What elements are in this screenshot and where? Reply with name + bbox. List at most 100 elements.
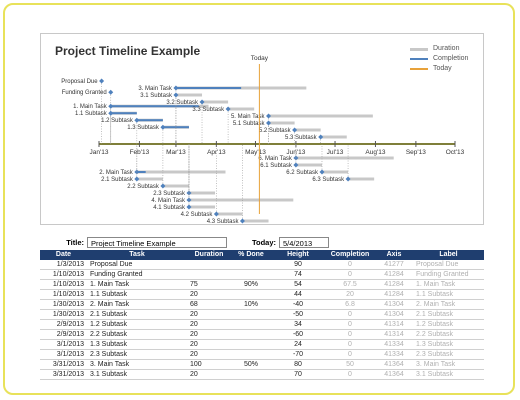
cell-completion[interactable]: 0 xyxy=(325,350,375,360)
cell-task[interactable]: 2.1 Subtask xyxy=(87,310,187,320)
cell-axis[interactable]: 41314 xyxy=(375,330,413,340)
cell-pct-done[interactable]: 50% xyxy=(231,360,271,370)
cell-completion[interactable]: 0 xyxy=(325,270,375,280)
table-row[interactable]: 1/3/2013 Proposal Due 90 0 41277 Proposal Due xyxy=(40,260,484,270)
cell-completion[interactable]: 0 xyxy=(325,260,375,270)
cell-pct-done[interactable]: 10% xyxy=(231,300,271,310)
cell-label[interactable]: Proposal Due xyxy=(413,260,484,270)
cell-height[interactable]: 34 xyxy=(271,320,325,330)
cell-task[interactable]: 1.3 Subtask xyxy=(87,340,187,350)
title-input[interactable]: Project Timeline Example xyxy=(87,237,227,248)
cell-completion[interactable]: 0 xyxy=(325,370,375,380)
cell-label[interactable]: 2.3 Subtask xyxy=(413,350,484,360)
cell-pct-done[interactable] xyxy=(231,310,271,320)
cell-pct-done[interactable] xyxy=(231,350,271,360)
cell-axis[interactable]: 41364 xyxy=(375,360,413,370)
cell-duration[interactable]: 20 xyxy=(187,370,231,380)
cell-date[interactable]: 3/31/2013 xyxy=(40,360,87,370)
cell-duration[interactable]: 75 xyxy=(187,280,231,290)
today-input[interactable]: 5/4/2013 xyxy=(279,237,329,248)
cell-completion[interactable]: 67.5 xyxy=(325,280,375,290)
cell-date[interactable]: 3/31/2013 xyxy=(40,370,87,380)
cell-duration[interactable]: 20 xyxy=(187,290,231,300)
cell-completion[interactable]: 50 xyxy=(325,360,375,370)
cell-duration[interactable]: 68 xyxy=(187,300,231,310)
cell-axis[interactable]: 41277 xyxy=(375,260,413,270)
cell-pct-done[interactable] xyxy=(231,320,271,330)
table-row[interactable]: 3/1/2013 2.3 Subtask 20 -70 0 41334 2.3 Subtas… xyxy=(40,350,484,360)
cell-label[interactable]: 2.2 Subtask xyxy=(413,330,484,340)
cell-task[interactable]: Funding Granted xyxy=(87,270,187,280)
cell-label[interactable]: 1. Main Task xyxy=(413,280,484,290)
cell-label[interactable]: 1.2 Subtask xyxy=(413,320,484,330)
cell-duration[interactable]: 20 xyxy=(187,350,231,360)
cell-task[interactable]: 3. Main Task xyxy=(87,360,187,370)
cell-date[interactable]: 1/10/2013 xyxy=(40,270,87,280)
cell-label[interactable]: 2. Main Task xyxy=(413,300,484,310)
cell-date[interactable]: 1/30/2013 xyxy=(40,300,87,310)
cell-height[interactable]: 90 xyxy=(271,260,325,270)
table-row[interactable]: 3/1/2013 1.3 Subtask 20 24 0 41334 1.3 Subtask xyxy=(40,340,484,350)
table-row[interactable]: 1/10/2013 1. Main Task 75 90% 54 67.5 41284 1. … xyxy=(40,280,484,290)
cell-duration[interactable]: 100 xyxy=(187,360,231,370)
cell-height[interactable]: 70 xyxy=(271,370,325,380)
cell-duration[interactable]: 20 xyxy=(187,330,231,340)
cell-axis[interactable]: 41284 xyxy=(375,270,413,280)
cell-date[interactable]: 1/30/2013 xyxy=(40,310,87,320)
cell-height[interactable]: 24 xyxy=(271,340,325,350)
cell-height[interactable]: 74 xyxy=(271,270,325,280)
cell-axis[interactable]: 41304 xyxy=(375,300,413,310)
cell-date[interactable]: 1/3/2013 xyxy=(40,260,87,270)
table-row[interactable]: 2/9/2013 1.2 Subtask 20 34 0 41314 1.2 Subtask xyxy=(40,320,484,330)
cell-height[interactable]: -40 xyxy=(271,300,325,310)
cell-duration[interactable] xyxy=(187,270,231,280)
table-row[interactable]: 1/10/2013 Funding Granted 74 0 41284 Funding … xyxy=(40,270,484,280)
cell-duration[interactable]: 20 xyxy=(187,340,231,350)
cell-date[interactable]: 1/10/2013 xyxy=(40,290,87,300)
table-row[interactable]: 1/30/2013 2.1 Subtask 20 -50 0 41304 2.1 Subta… xyxy=(40,310,484,320)
cell-label[interactable]: 2.1 Subtask xyxy=(413,310,484,320)
cell-axis[interactable]: 41284 xyxy=(375,290,413,300)
cell-task[interactable]: 3.1 Subtask xyxy=(87,370,187,380)
cell-label[interactable]: 1.3 Subtask xyxy=(413,340,484,350)
cell-label[interactable]: 3.1 Subtask xyxy=(413,370,484,380)
cell-axis[interactable]: 41314 xyxy=(375,320,413,330)
cell-label[interactable]: Funding Granted xyxy=(413,270,484,280)
cell-label[interactable]: 3. Main Task xyxy=(413,360,484,370)
cell-task[interactable]: Proposal Due xyxy=(87,260,187,270)
cell-completion[interactable]: 20 xyxy=(325,290,375,300)
table-row[interactable]: 2/9/2013 2.2 Subtask 20 -60 0 41314 2.2 Subtas… xyxy=(40,330,484,340)
cell-task[interactable]: 1.1 Subtask xyxy=(87,290,187,300)
cell-height[interactable]: -50 xyxy=(271,310,325,320)
cell-date[interactable]: 2/9/2013 xyxy=(40,330,87,340)
table-row[interactable]: 3/31/2013 3.1 Subtask 20 70 0 41364 3.1 Subtas… xyxy=(40,370,484,380)
cell-completion[interactable]: 0 xyxy=(325,340,375,350)
cell-axis[interactable]: 41364 xyxy=(375,370,413,380)
cell-pct-done[interactable] xyxy=(231,270,271,280)
cell-pct-done[interactable] xyxy=(231,370,271,380)
cell-task[interactable]: 1. Main Task xyxy=(87,280,187,290)
cell-axis[interactable]: 41304 xyxy=(375,310,413,320)
cell-date[interactable]: 3/1/2013 xyxy=(40,340,87,350)
table-row[interactable]: 1/10/2013 1.1 Subtask 20 44 20 41284 1.1 Subta… xyxy=(40,290,484,300)
cell-date[interactable]: 3/1/2013 xyxy=(40,350,87,360)
cell-completion[interactable]: 6.8 xyxy=(325,300,375,310)
cell-height[interactable]: 44 xyxy=(271,290,325,300)
cell-height[interactable]: -60 xyxy=(271,330,325,340)
cell-pct-done[interactable] xyxy=(231,260,271,270)
cell-height[interactable]: 54 xyxy=(271,280,325,290)
cell-label[interactable]: 1.1 Subtask xyxy=(413,290,484,300)
cell-task[interactable]: 2.3 Subtask xyxy=(87,350,187,360)
cell-axis[interactable]: 41334 xyxy=(375,350,413,360)
cell-completion[interactable]: 0 xyxy=(325,330,375,340)
cell-task[interactable]: 1.2 Subtask xyxy=(87,320,187,330)
cell-duration[interactable]: 20 xyxy=(187,320,231,330)
cell-completion[interactable]: 0 xyxy=(325,320,375,330)
cell-height[interactable]: -70 xyxy=(271,350,325,360)
gantt-chart-area[interactable]: Project Timeline Example Duration Comple… xyxy=(40,33,484,225)
cell-duration[interactable]: 20 xyxy=(187,310,231,320)
cell-axis[interactable]: 41334 xyxy=(375,340,413,350)
table-row[interactable]: 1/30/2013 2. Main Task 68 10% -40 6.8 41304 2. … xyxy=(40,300,484,310)
cell-date[interactable]: 1/10/2013 xyxy=(40,280,87,290)
cell-axis[interactable]: 41284 xyxy=(375,280,413,290)
